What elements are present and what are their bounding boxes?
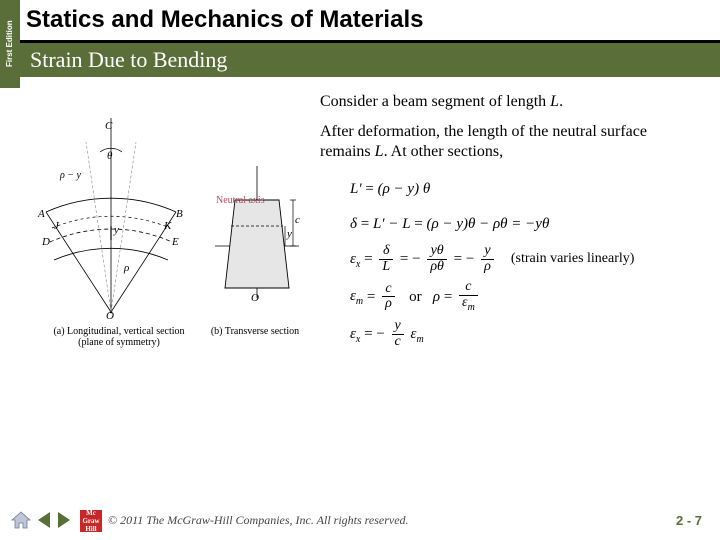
home-icon[interactable] xyxy=(10,510,32,530)
label-y-a: y xyxy=(114,224,119,236)
page-number: 2 - 7 xyxy=(676,513,702,528)
label-theta: θ xyxy=(107,150,112,162)
label-y-b: y xyxy=(287,228,292,240)
subtitle-band: Strain Due to Bending xyxy=(20,43,720,77)
figure-b: c y O xyxy=(207,148,307,318)
page-title: Statics and Mechanics of Materials xyxy=(26,0,720,40)
figure-caption-b: (b) Transverse section xyxy=(210,326,300,337)
label-c: c xyxy=(295,214,300,226)
equations-block: L′ = (ρ − y) θ δ = L′ − L = (ρ − y)θ − ρ… xyxy=(350,175,690,356)
copyright-text: © 2011 The McGraw-Hill Companies, Inc. A… xyxy=(108,513,409,528)
label-J: J xyxy=(54,220,59,232)
figure-a: C θ ρ − y ρ A B D E J K y O xyxy=(16,112,206,322)
edition-text: First Edition xyxy=(5,21,15,68)
label-K: K xyxy=(164,220,171,232)
equation-4: εm = cρ or ρ = cεm xyxy=(350,280,690,313)
figure: C θ ρ − y ρ A B D E J K y O xyxy=(12,108,312,368)
publisher-logo: Mc Graw Hill xyxy=(80,510,102,532)
label-D: D xyxy=(42,236,50,248)
equation-2: δ = L′ − L = (ρ − y)θ − ρθ = −yθ xyxy=(350,210,690,239)
equation-5: εx = − yc εm xyxy=(350,319,690,349)
title-band: Statics and Mechanics of Materials xyxy=(20,0,720,40)
equation-3: εx = δL = − yθρθ = − yρ (strain varies l… xyxy=(350,244,690,274)
edition-tab: First Edition xyxy=(0,0,20,88)
neutral-axis-label: Neutral axis xyxy=(216,196,265,206)
figure-caption-a: (a) Longitudinal, vertical section (plan… xyxy=(44,326,194,348)
subtitle: Strain Due to Bending xyxy=(30,47,227,73)
prev-icon[interactable] xyxy=(36,510,52,530)
label-O: O xyxy=(106,310,114,322)
label-A: A xyxy=(38,208,45,220)
equation-1: L′ = (ρ − y) θ xyxy=(350,175,690,204)
label-B: B xyxy=(176,208,183,220)
label-E: E xyxy=(172,236,179,248)
label-O-b: O xyxy=(251,292,259,304)
paragraph-1: Consider a beam segment of length L. xyxy=(320,92,700,112)
next-icon[interactable] xyxy=(56,510,72,530)
label-rho-y: ρ − y xyxy=(60,170,81,181)
label-rho: ρ xyxy=(124,262,129,274)
paragraph-2: After deformation, the length of the neu… xyxy=(320,122,700,162)
label-C: C xyxy=(105,120,112,132)
